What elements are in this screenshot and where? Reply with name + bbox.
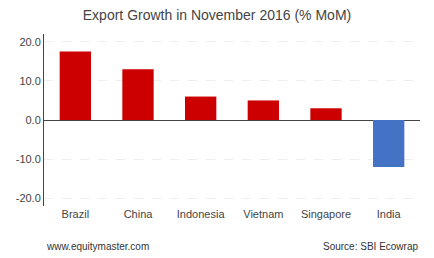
svg-text:Indonesia: Indonesia bbox=[177, 208, 226, 220]
svg-text:-10.0: -10.0 bbox=[16, 153, 41, 165]
svg-text:0.0: 0.0 bbox=[26, 114, 41, 126]
svg-text:Singapore: Singapore bbox=[301, 208, 351, 220]
svg-text:Source: SBI Ecowrap: Source: SBI Ecowrap bbox=[323, 241, 418, 252]
svg-text:China: China bbox=[124, 208, 154, 220]
svg-text:India: India bbox=[377, 208, 402, 220]
svg-text:20.0: 20.0 bbox=[19, 36, 40, 48]
svg-text:www.equitymaster.com: www.equitymaster.com bbox=[46, 241, 149, 252]
svg-text:Export Growth in November 2016: Export Growth in November 2016 (% MoM) bbox=[83, 7, 351, 23]
svg-text:Brazil: Brazil bbox=[62, 208, 90, 220]
svg-text:Vietnam: Vietnam bbox=[243, 208, 283, 220]
svg-text:10.0: 10.0 bbox=[19, 75, 40, 87]
svg-text:-20.0: -20.0 bbox=[16, 192, 41, 204]
